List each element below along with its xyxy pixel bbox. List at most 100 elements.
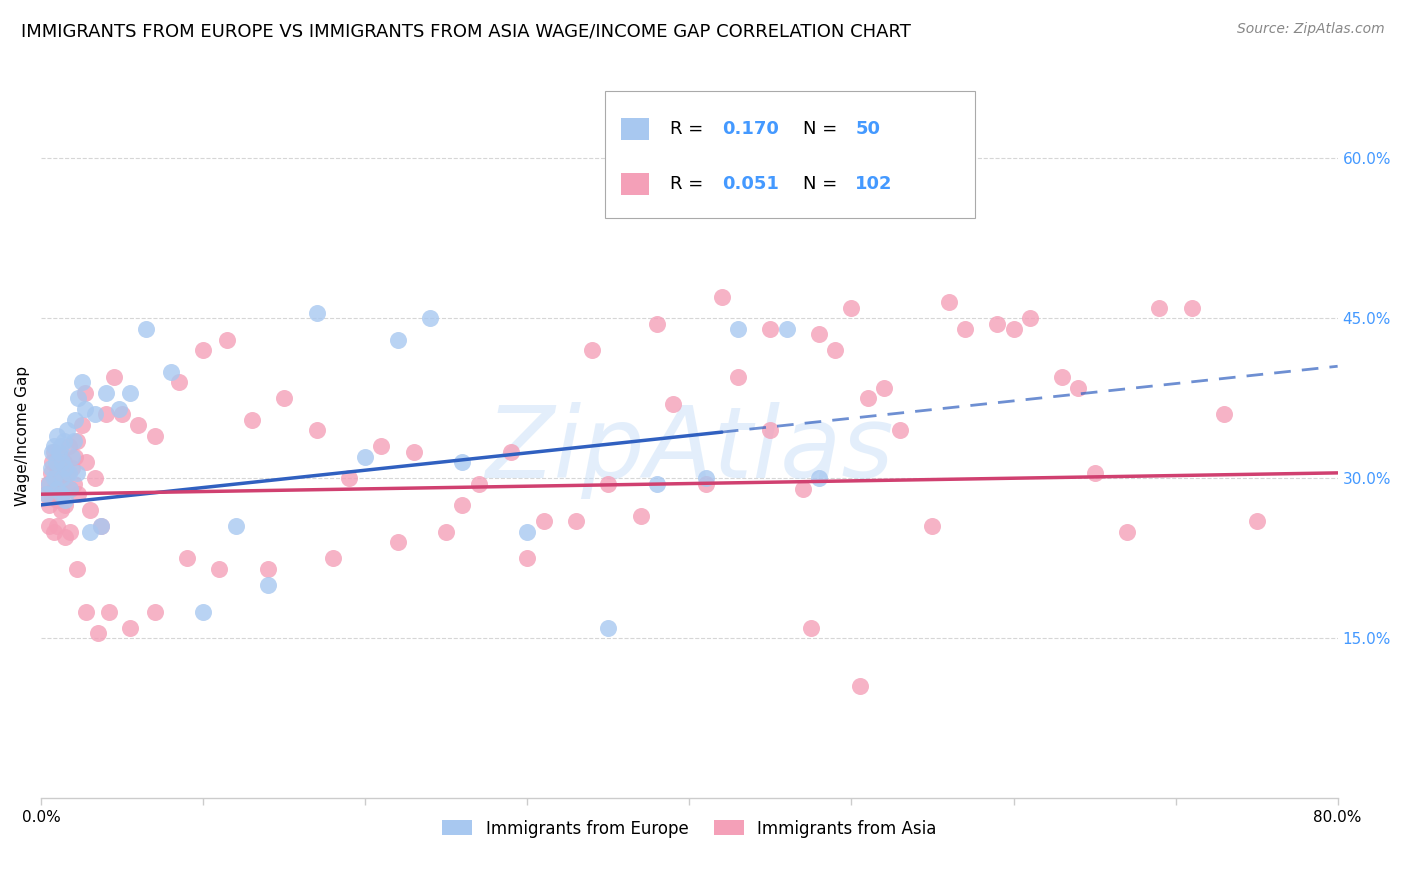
Point [630, 508, 652, 523]
Point [727, 370, 749, 384]
Point [90, 519, 112, 533]
Point [83, 407, 105, 421]
Point [46, 519, 69, 533]
Point [565, 514, 588, 528]
Point [51, 455, 73, 469]
Point [159, 365, 181, 379]
Point [108, 401, 131, 416]
Point [49, 503, 72, 517]
Point [60, 460, 83, 475]
Point [90, 519, 112, 533]
Point [167, 376, 190, 390]
Point [55, 498, 77, 512]
Point [94, 385, 117, 400]
FancyBboxPatch shape [605, 91, 974, 218]
Point [56, 466, 79, 480]
Point [98, 605, 121, 619]
Point [800, 620, 823, 634]
Point [467, 476, 489, 491]
Point [58, 466, 80, 480]
Point [55, 530, 77, 544]
Point [46, 460, 69, 475]
Point [841, 301, 863, 315]
Point [83, 471, 105, 485]
Point [73, 401, 96, 416]
Point [1149, 301, 1171, 315]
Point [51, 471, 73, 485]
Point [305, 423, 328, 437]
Point [35, 487, 58, 501]
Point [62, 476, 84, 491]
Point [451, 498, 474, 512]
Point [59, 524, 82, 539]
Point [598, 476, 620, 491]
Point [70, 417, 93, 432]
Point [662, 396, 685, 410]
Point [695, 471, 717, 485]
Point [111, 407, 134, 421]
Point [45, 471, 67, 485]
Point [35, 487, 58, 501]
Point [1050, 370, 1073, 384]
Point [856, 391, 879, 405]
Point [59, 482, 82, 496]
Point [1213, 407, 1236, 421]
Point [87, 625, 110, 640]
Point [533, 514, 555, 528]
Point [58, 439, 80, 453]
Point [73, 385, 96, 400]
Point [67, 487, 90, 501]
Point [51, 471, 73, 485]
Point [1018, 311, 1040, 326]
Point [49, 439, 72, 453]
Point [889, 423, 911, 437]
Point [240, 412, 263, 426]
Point [402, 444, 425, 458]
Point [38, 498, 60, 512]
Point [66, 434, 89, 448]
Point [39, 466, 62, 480]
Point [337, 471, 360, 485]
Point [94, 407, 117, 421]
Point [354, 450, 377, 464]
Text: N =: N = [803, 120, 844, 138]
Point [727, 322, 749, 336]
Point [79, 524, 101, 539]
Point [986, 317, 1008, 331]
Text: 102: 102 [855, 175, 893, 193]
Text: 0.170: 0.170 [721, 120, 779, 138]
Point [56, 423, 79, 437]
Point [42, 524, 65, 539]
Point [824, 343, 846, 358]
Point [305, 306, 328, 320]
Point [51, 487, 73, 501]
Point [516, 524, 538, 539]
Point [120, 385, 142, 400]
Point [67, 391, 90, 405]
Point [48, 476, 70, 491]
Point [52, 455, 75, 469]
Point [217, 333, 239, 347]
Point [759, 322, 782, 336]
Point [176, 551, 198, 566]
Point [451, 455, 474, 469]
Y-axis label: Wage/Income Gap: Wage/Income Gap [15, 366, 30, 506]
Point [645, 317, 668, 331]
Point [257, 578, 280, 592]
Point [225, 519, 247, 533]
Point [38, 476, 60, 491]
Text: N =: N = [803, 175, 844, 193]
Point [59, 482, 82, 496]
Point [55, 460, 77, 475]
Point [598, 620, 620, 634]
Point [41, 444, 63, 458]
Point [759, 423, 782, 437]
Point [127, 417, 149, 432]
Point [45, 455, 67, 469]
Point [1116, 524, 1139, 539]
Point [42, 471, 65, 485]
Point [39, 460, 62, 475]
Point [322, 551, 344, 566]
Point [63, 450, 86, 464]
Point [501, 444, 523, 458]
